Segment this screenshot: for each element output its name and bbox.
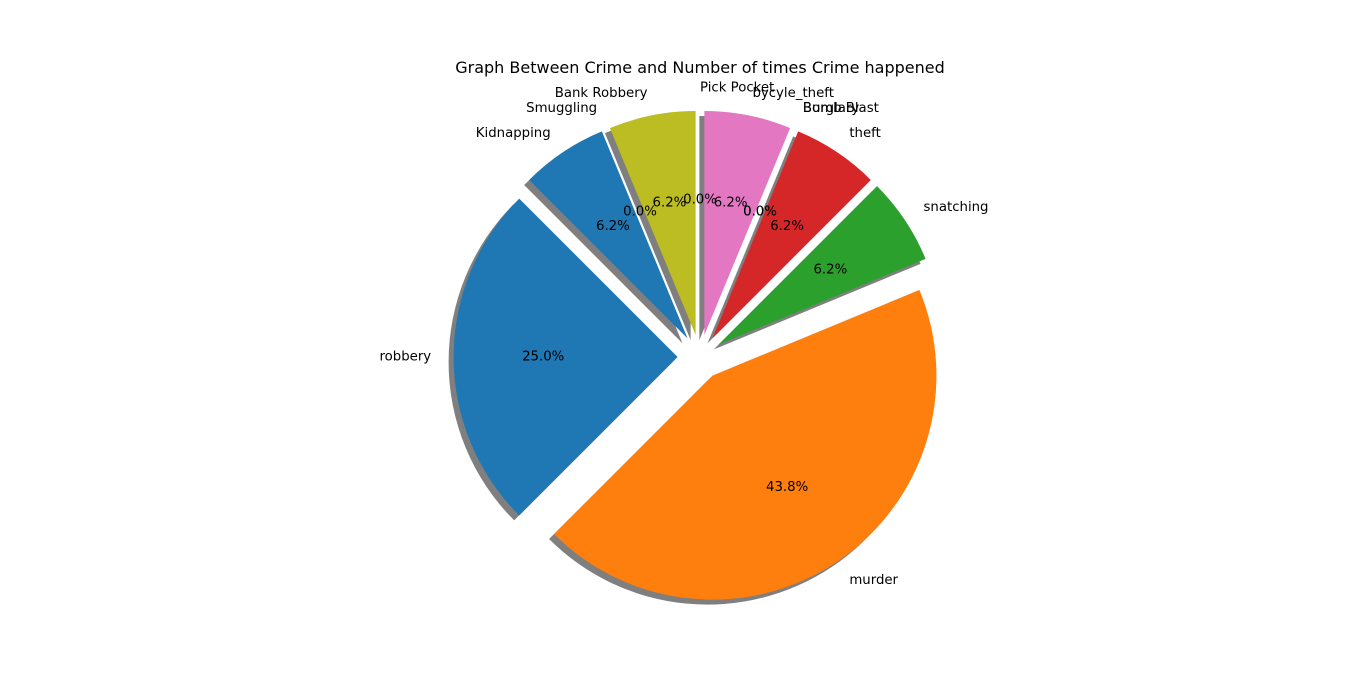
- percentage-labels: 25.0%43.8%6.2%6.2%0.0%0.0%6.2%0.0%6.2%0.…: [522, 193, 847, 495]
- slice-label-murder: murder: [849, 573, 898, 588]
- pct-label-bycyle-theft: 6.2%: [714, 196, 748, 211]
- slice-robbery: [453, 198, 678, 516]
- slice-label-snatching: snatching: [923, 200, 988, 215]
- slice-label-smuggling: Smuggling: [526, 101, 597, 116]
- slice-label-kidnapping: Kidnapping: [476, 126, 551, 141]
- slice-bycyle-theft: [704, 111, 791, 336]
- pct-label-robbery: 25.0%: [522, 350, 564, 365]
- pie-slices: [453, 111, 937, 600]
- pct-label-murder: 43.8%: [766, 480, 808, 495]
- pct-label-bank-robbery: 6.2%: [653, 196, 687, 211]
- pct-label-kidnapping: 6.2%: [596, 219, 630, 234]
- slice-label-bomb-blast: Bomb Blast: [803, 101, 879, 116]
- slice-label-bycyle-theft: bycyle_theft: [752, 86, 834, 101]
- slice-labels: robbery murder snatching theft Bomb BlastBur…: [379, 81, 988, 588]
- pct-label-smuggling: 0.0%: [623, 205, 657, 220]
- slice-label-robbery: robbery: [379, 350, 431, 365]
- pct-label-snatching: 6.2%: [813, 262, 847, 277]
- slice-kidnapping: [529, 131, 688, 339]
- slice-label-theft: theft: [849, 126, 880, 141]
- pct-label-bomb-blast: 0.0%: [743, 205, 777, 220]
- chart-title: Graph Between Crime and Number of times …: [455, 58, 945, 77]
- slice-snatching: [718, 186, 926, 345]
- pct-label-burglary: 0.0%: [743, 205, 777, 220]
- slice-theft: [712, 131, 871, 339]
- slice-label-pick-pocket: Pick Pocket: [700, 81, 774, 96]
- slice-murder: [554, 289, 937, 600]
- slice-bank-robbery: [609, 111, 696, 336]
- pct-label-theft: 6.2%: [770, 219, 804, 234]
- slice-label-burglary: Burglary: [803, 101, 860, 116]
- slice-label-bank-robbery: Bank Robbery: [555, 86, 648, 101]
- pct-label-pick-pocket: 0.0%: [683, 193, 717, 208]
